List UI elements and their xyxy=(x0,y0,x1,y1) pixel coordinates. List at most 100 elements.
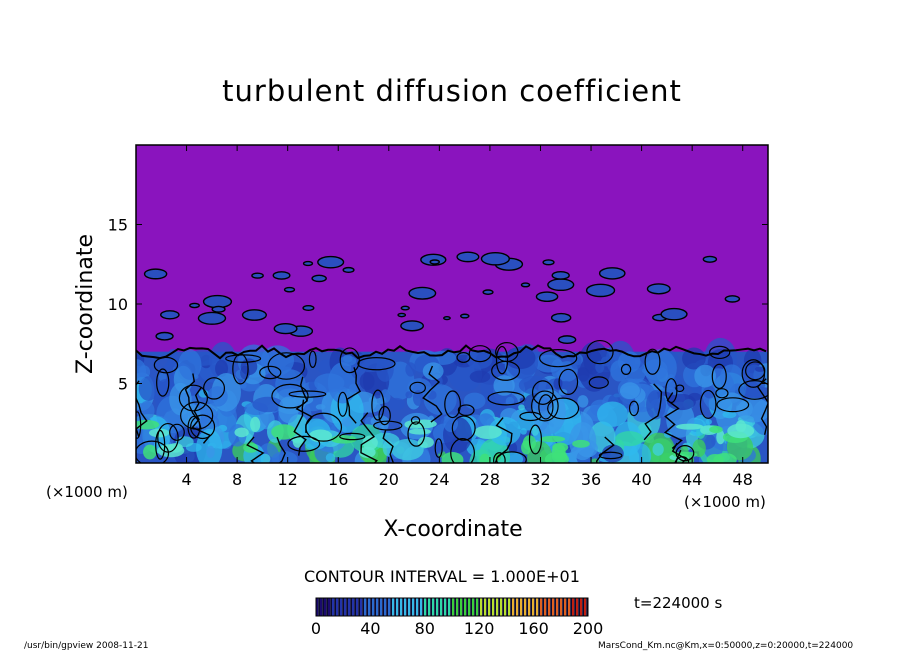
colorbar-stripe-gap xyxy=(338,598,340,616)
colorbar-stripe xyxy=(352,598,355,616)
contour-line xyxy=(156,368,170,397)
colorbar-stripe xyxy=(396,598,399,616)
colorbar-stripe xyxy=(420,598,423,616)
contour-patch xyxy=(535,291,559,303)
x-tick-label: 8 xyxy=(232,470,242,489)
x-tick-label: 36 xyxy=(581,470,601,489)
contour-line xyxy=(346,367,361,424)
field-patch-high xyxy=(234,427,249,438)
contour-line xyxy=(491,360,521,381)
field-patch xyxy=(215,359,229,378)
contour-line xyxy=(671,442,688,463)
contour-patch xyxy=(272,271,291,280)
contour-patch xyxy=(273,323,298,335)
contour-patch xyxy=(585,283,616,298)
field-patch xyxy=(518,404,525,411)
field-patch-high xyxy=(358,446,376,458)
colorbar-stripe xyxy=(472,598,475,616)
colorbar-stripe-gap xyxy=(398,598,400,616)
field-patch-high xyxy=(136,419,160,430)
contour-line xyxy=(586,339,614,365)
field-patch-high xyxy=(572,439,590,448)
colorbar-tick-label: 80 xyxy=(415,619,435,638)
colorbar-stripe xyxy=(436,598,439,616)
contour-line xyxy=(357,356,396,371)
contour-line xyxy=(259,365,282,380)
field-patch-high xyxy=(362,435,378,450)
field-patch xyxy=(196,428,223,463)
field-patch xyxy=(736,397,768,423)
colorbar-stripe xyxy=(392,598,395,616)
colorbar-stripe xyxy=(540,598,543,616)
field-patch-high xyxy=(408,428,431,435)
contour-line xyxy=(468,345,492,363)
colorbar-stripe-gap xyxy=(458,598,460,616)
colorbar-stripe-gap xyxy=(358,598,360,616)
colorbar-stripe-gap xyxy=(526,598,528,616)
contour-patch xyxy=(317,255,345,269)
contour-patch xyxy=(400,305,410,311)
contour-patch xyxy=(480,252,510,266)
contour-line xyxy=(494,417,513,463)
x-tick-label: 16 xyxy=(328,470,348,489)
contour-line xyxy=(738,380,768,400)
contour-patch xyxy=(302,304,315,312)
contour-line xyxy=(271,383,309,409)
colorbar-stripe-gap xyxy=(370,598,372,616)
field-patch xyxy=(443,414,458,433)
colorbar-stripe-gap xyxy=(514,598,516,616)
colorbar-stripe xyxy=(360,598,363,616)
colorbar-stripe xyxy=(372,598,375,616)
contour-line xyxy=(276,436,286,463)
contour-patch xyxy=(189,302,200,309)
x-tick-label: 12 xyxy=(278,470,298,489)
field-patch-high xyxy=(727,423,755,439)
field-patch-high xyxy=(148,428,170,438)
colorbar-stripe xyxy=(484,598,487,616)
colorbar-stripe-gap xyxy=(530,598,532,616)
x-tick-label: 32 xyxy=(530,470,550,489)
colorbar-stripe-gap xyxy=(382,598,384,616)
colorbar-stripe xyxy=(384,598,387,616)
colorbar-stripe xyxy=(504,598,507,616)
field-patch xyxy=(391,438,424,461)
contour-patch xyxy=(520,282,531,288)
colorbar-stripe-gap xyxy=(342,598,344,616)
contour-line xyxy=(410,416,421,425)
colorbar-stripe-gap xyxy=(422,598,424,616)
contour-line xyxy=(308,350,317,368)
field-patch-high xyxy=(292,435,304,448)
y-tick-label: 5 xyxy=(118,375,128,394)
field-patch xyxy=(682,347,706,370)
contour-patch xyxy=(197,311,227,325)
colorbar-stripe-gap xyxy=(574,598,576,616)
colorbar-stripe-gap xyxy=(402,598,404,616)
field-patch xyxy=(595,360,605,374)
colorbar-stripe xyxy=(464,598,467,616)
contour-line xyxy=(378,405,391,426)
field-patch xyxy=(314,373,345,393)
colorbar-stripe xyxy=(340,598,343,616)
contour-patch xyxy=(143,268,168,280)
colorbar-stripe xyxy=(536,598,539,616)
field-patch xyxy=(722,410,737,419)
contour-patch xyxy=(160,310,180,320)
colorbar-stripe xyxy=(348,598,351,616)
field-patch xyxy=(755,366,766,372)
colorbar-stripe xyxy=(460,598,463,616)
colorbar-stripe-gap xyxy=(430,598,432,616)
colorbar-stripe xyxy=(380,598,383,616)
colorbar-stripe xyxy=(512,598,515,616)
x-axis-ticks: 4 8 12 16 20 24 28 32 36 40 44 48 xyxy=(181,145,753,489)
contour-line xyxy=(457,404,475,416)
x-tick-label: 48 xyxy=(733,470,753,489)
colorbar-stripe xyxy=(316,598,319,616)
colorbar-stripe xyxy=(432,598,435,616)
field-patch xyxy=(652,442,664,456)
colorbar-stripe xyxy=(416,598,419,616)
field-patch xyxy=(337,386,348,394)
colorbar-stripe-gap xyxy=(554,598,556,616)
contour-line xyxy=(136,440,170,463)
field-patch xyxy=(570,354,582,370)
